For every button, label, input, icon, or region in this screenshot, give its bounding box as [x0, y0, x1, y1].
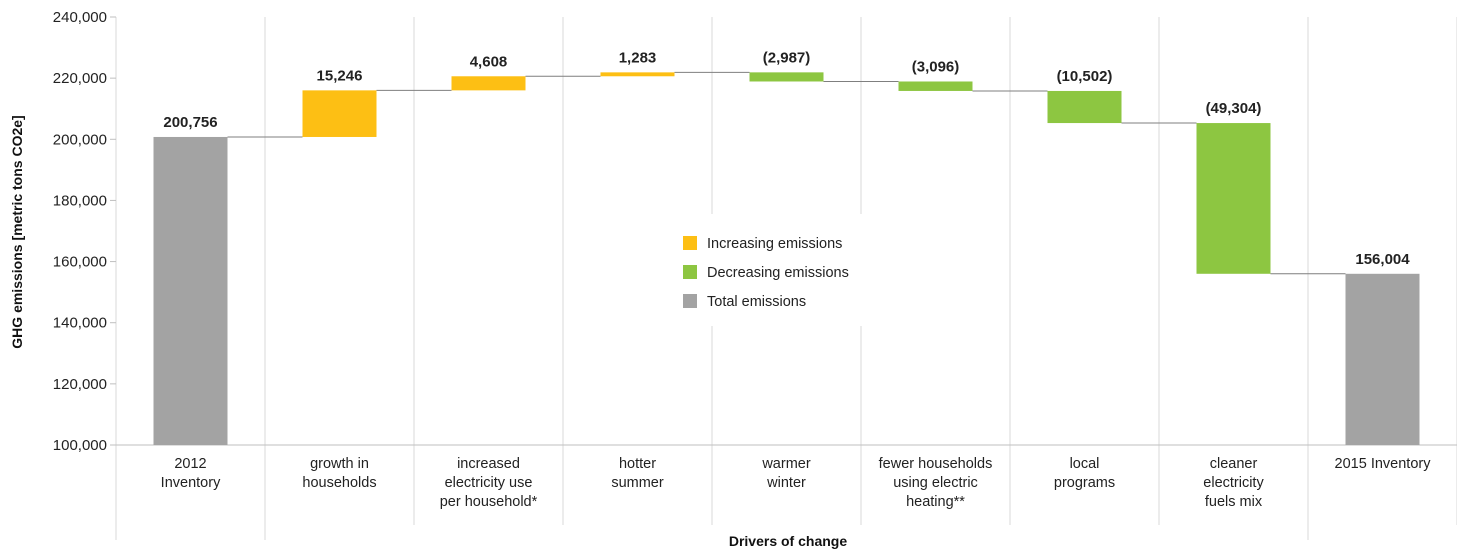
data-label: 200,756: [163, 114, 217, 131]
bar-decrease: [749, 72, 824, 82]
category-label: summer: [611, 475, 664, 491]
value-labels: 200,756 15,246 4,608 1,283 (2,987) (3,096) (10…: [163, 49, 1410, 267]
category-label: heating**: [906, 494, 965, 510]
category-label: increased: [457, 456, 520, 472]
bar-increase: [302, 90, 377, 137]
category-labels: 2012 Inventory growth in households increase…: [161, 456, 1432, 510]
bar-total: [153, 136, 228, 445]
legend-label: Increasing emissions: [707, 236, 842, 252]
data-label: (2,987): [763, 49, 811, 66]
bar-decrease: [1196, 123, 1271, 274]
category-label: fewer households: [879, 456, 993, 472]
y-tick-label: 100,000: [53, 437, 107, 454]
data-label: 156,004: [1355, 251, 1410, 268]
category-label: fuels mix: [1205, 494, 1263, 510]
bar-increase: [451, 76, 526, 91]
bar-increase: [600, 72, 675, 77]
category-label: households: [302, 475, 376, 491]
category-label: Inventory: [161, 475, 221, 491]
bars: [153, 72, 1420, 445]
legend-box: [675, 214, 910, 326]
data-label: (49,304): [1206, 100, 1262, 117]
legend-swatch: [683, 265, 697, 279]
category-label: per household*: [440, 494, 538, 510]
y-tick-label: 200,000: [53, 131, 107, 148]
x-axis-title: Drivers of change: [729, 533, 847, 549]
legend: Increasing emissions Decreasing emissions…: [675, 214, 910, 326]
category-label: using electric: [893, 475, 978, 491]
y-tick-label: 240,000: [53, 9, 107, 26]
legend-swatch: [683, 236, 697, 250]
data-label: (3,096): [912, 58, 960, 75]
bar-decrease: [898, 81, 973, 91]
bar-decrease: [1047, 90, 1122, 124]
data-label: (10,502): [1057, 68, 1113, 85]
category-label: electricity use: [445, 475, 533, 491]
y-tick-label: 140,000: [53, 315, 107, 332]
y-tick-label: 120,000: [53, 376, 107, 393]
connectors: [227, 71, 1346, 275]
data-label: 1,283: [619, 49, 657, 66]
legend-label: Total emissions: [707, 294, 806, 310]
category-label: 2012: [174, 456, 206, 472]
category-label: winter: [766, 475, 806, 491]
category-label: programs: [1054, 475, 1115, 491]
category-label: warmer: [761, 456, 811, 472]
category-label: cleaner: [1210, 456, 1258, 472]
legend-swatch: [683, 294, 697, 308]
category-label: 2015 Inventory: [1335, 456, 1432, 472]
y-tick-label: 220,000: [53, 70, 107, 87]
y-tick-label: 180,000: [53, 192, 107, 209]
data-label: 15,246: [317, 67, 363, 84]
category-label: hotter: [619, 456, 656, 472]
bar-total: [1345, 273, 1420, 445]
y-axis-title: GHG emissions [metric tons CO2e]: [9, 115, 25, 348]
category-label: local: [1070, 456, 1100, 472]
category-label: growth in: [310, 456, 369, 472]
y-axis: 100,000 120,000 140,000 160,000 180,000 200,0…: [53, 9, 1457, 454]
legend-label: Decreasing emissions: [707, 265, 849, 281]
category-label: electricity: [1203, 475, 1264, 491]
y-tick-label: 160,000: [53, 254, 107, 271]
data-label: 4,608: [470, 53, 508, 70]
